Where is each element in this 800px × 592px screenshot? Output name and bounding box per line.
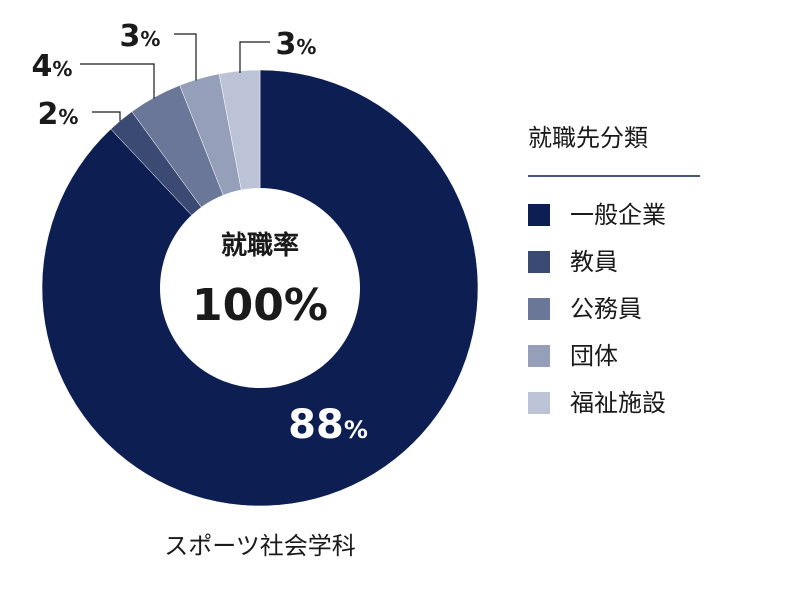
center-value: 100% xyxy=(192,280,328,331)
legend-label-3: 公務員 xyxy=(570,295,642,323)
chart-caption: スポーツ社会学科 xyxy=(164,532,356,560)
slice-label-1: 88% xyxy=(288,402,368,448)
legend-label-1: 一般企業 xyxy=(570,201,666,229)
legend-swatch-2 xyxy=(528,251,550,273)
leader-line-4 xyxy=(174,33,197,81)
legend-swatch-5 xyxy=(528,392,550,414)
legend-swatch-3 xyxy=(528,298,550,320)
legend-title: 就職先分類 xyxy=(528,124,648,152)
legend-label-5: 福祉施設 xyxy=(570,389,666,417)
slice-label-2: 2% xyxy=(38,97,79,132)
leader-line-3 xyxy=(80,63,155,99)
legend-swatch-4 xyxy=(528,345,550,367)
slice-labels: 88% 2% 4% 3% 3% xyxy=(32,19,368,448)
center-label: 就職率 xyxy=(221,230,299,261)
slice-label-5: 3% xyxy=(276,27,317,62)
leader-line-5 xyxy=(239,41,270,73)
legend-label-4: 団体 xyxy=(570,342,618,370)
donut-hole xyxy=(160,188,360,388)
legend-label-2: 教員 xyxy=(570,248,618,276)
slice-label-4: 3% xyxy=(120,19,161,54)
leader-line-2 xyxy=(92,111,121,122)
legend-swatch-1 xyxy=(528,204,550,226)
slice-label-3: 4% xyxy=(32,49,73,84)
leader-lines xyxy=(80,33,270,122)
